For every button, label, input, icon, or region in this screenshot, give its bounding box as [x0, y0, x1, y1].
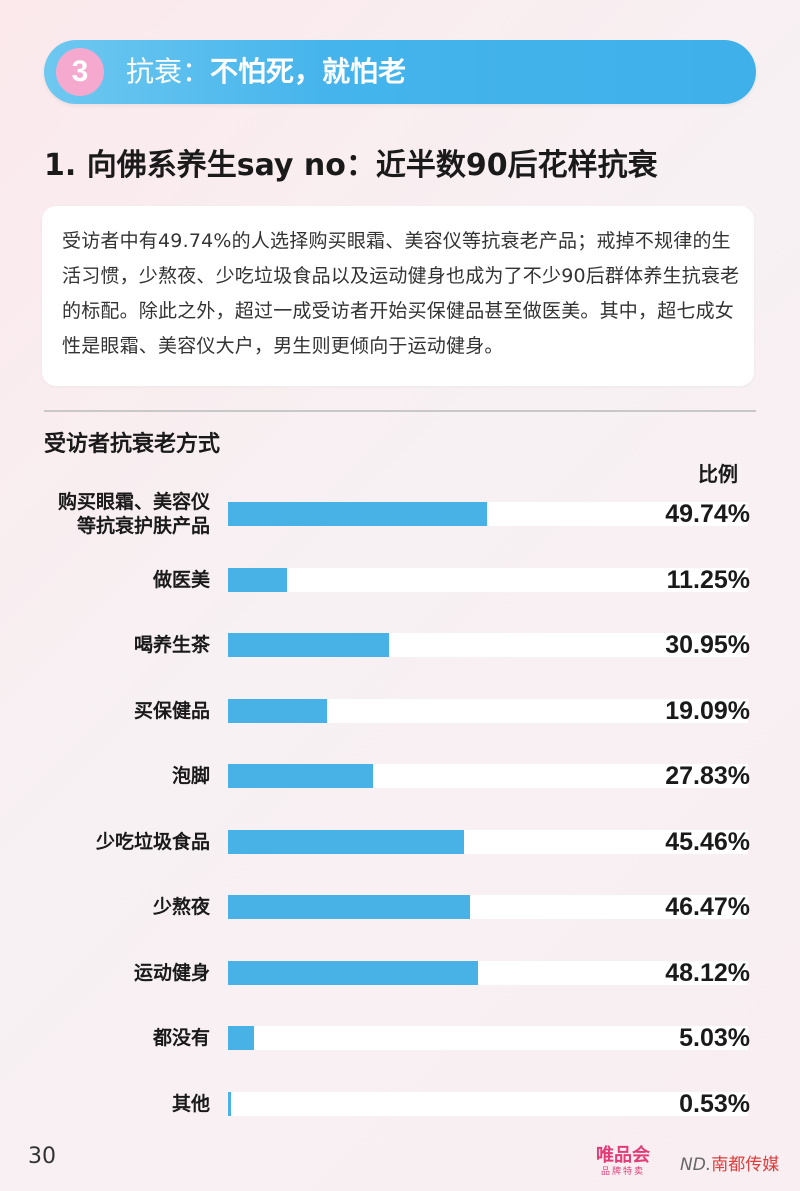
section-heading: 1. 向佛系养生say no：近半数90后花样抗衰 [44, 148, 658, 183]
page-number: 30 [28, 1144, 56, 1169]
summary-text: 受访者中有49.74%的人选择购买眼霜、美容仪等抗衰老产品；戒掉不规律的生活习惯… [62, 230, 740, 357]
bar [228, 567, 287, 592]
vip-logo-text: 唯品会 [596, 1145, 650, 1166]
banner-title: 抗衰：不怕死，就怕老 [126, 40, 406, 104]
bar-track [228, 1026, 748, 1050]
value-label: 45.46% [665, 827, 750, 856]
section-number-badge: 3 [56, 48, 104, 96]
section-banner: 3 抗衰：不怕死，就怕老 [44, 40, 756, 104]
bar [228, 1091, 231, 1116]
category-label: 买保健品 [133, 699, 210, 722]
value-label: 48.12% [665, 958, 750, 987]
bar-track [228, 1091, 748, 1116]
bar [228, 633, 389, 657]
category-label: 少熬夜 [152, 896, 210, 918]
bar [228, 1026, 255, 1050]
banner-title-bold: 不怕死，就怕老 [210, 55, 407, 88]
chart-title: 受访者抗衰老方式 [44, 432, 221, 457]
value-column-header: 比例 [698, 462, 738, 486]
category-label: 其他 [171, 1092, 210, 1115]
nandu-logo-text: 南都传媒 [711, 1155, 780, 1175]
value-label: 5.03% [679, 1024, 750, 1052]
value-label: 27.83% [665, 762, 750, 790]
category-label: 喝养生茶 [133, 634, 210, 656]
category-label: 做医美 [152, 568, 210, 591]
bar [228, 698, 328, 723]
category-label: 购买眼霜、美容仪 等抗衰护肤产品 [57, 491, 210, 537]
category-label: 都没有 [152, 1027, 210, 1049]
bar [228, 895, 470, 919]
bar [228, 764, 373, 788]
bar-chart: 购买眼霜、美容仪 等抗衰护肤产品 49.74% 做医美 11.25% 喝养生茶 30.95%… [0, 480, 800, 1130]
value-label: 11.25% [666, 565, 750, 594]
bar [228, 829, 465, 854]
category-label: 运动健身 [133, 961, 210, 984]
nandu-logo: ND.南都传媒 [680, 1150, 779, 1175]
divider [44, 410, 756, 412]
summary-card: 受访者中有49.74%的人选择购买眼霜、美容仪等抗衰老产品；戒掉不规律的生活习惯… [42, 206, 754, 386]
category-label: 少吃垃圾食品 [95, 830, 210, 853]
value-label: 0.53% [679, 1089, 750, 1118]
value-label: 19.09% [665, 696, 750, 725]
nandu-logo-mark: ND. [680, 1155, 712, 1175]
bar [228, 960, 479, 985]
value-label: 46.47% [665, 893, 750, 921]
value-label: 30.95% [665, 631, 750, 659]
bar-track [228, 567, 748, 592]
value-label: 49.74% [665, 500, 750, 528]
bar [228, 502, 487, 526]
banner-title-prefix: 抗衰： [126, 55, 211, 88]
vip-logo-subtext: 品牌特卖 [600, 1167, 645, 1177]
vip-logo: 唯品会 品牌特卖 [596, 1146, 650, 1178]
category-label: 泡脚 [171, 765, 210, 787]
